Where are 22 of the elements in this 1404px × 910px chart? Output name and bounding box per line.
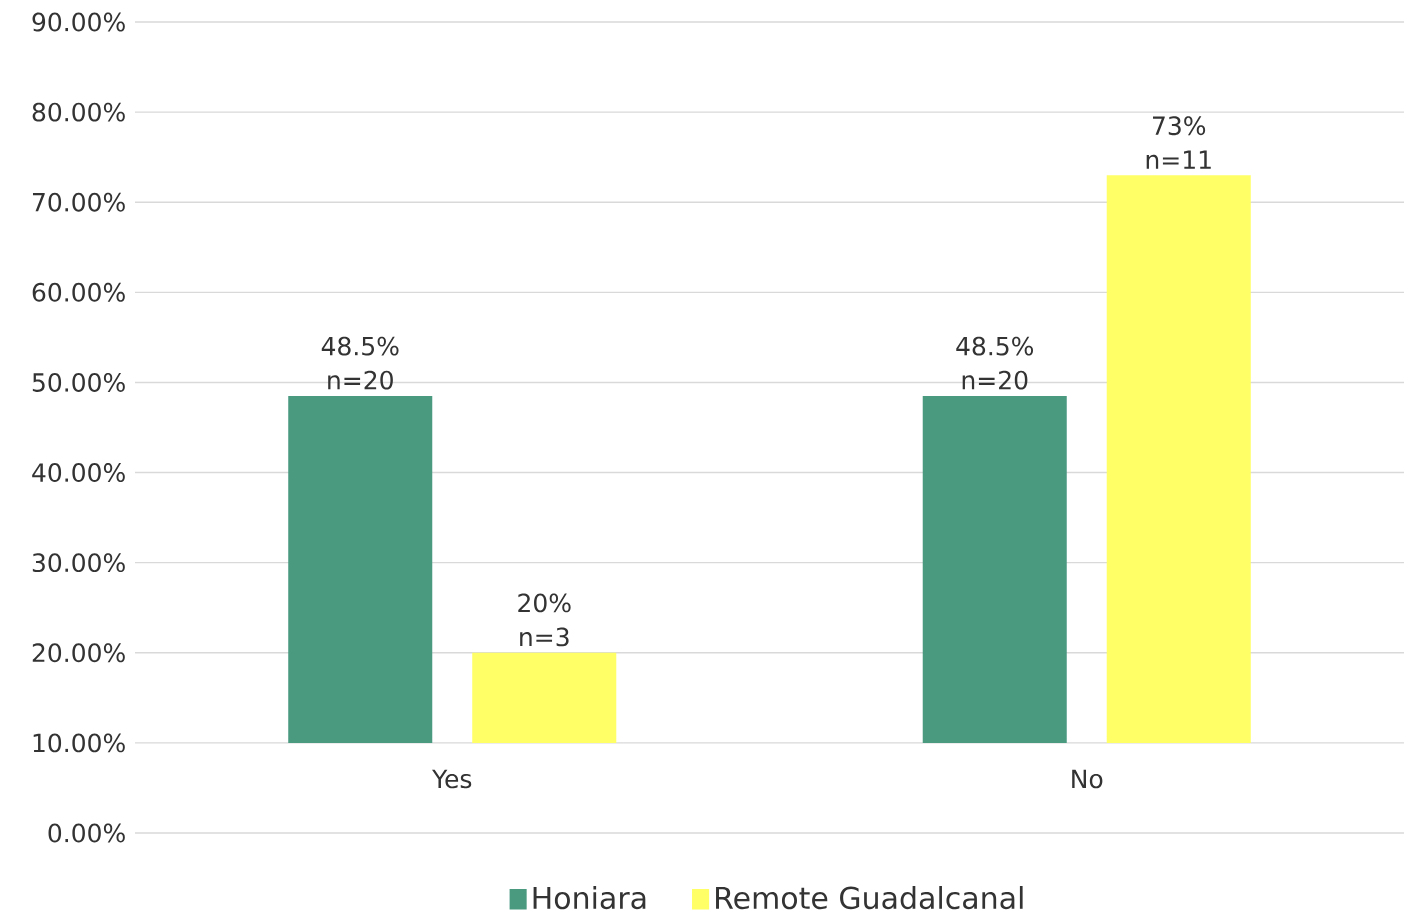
x-tick-label: No — [1072, 769, 1103, 789]
y-tick-label: 60.00% — [32, 282, 125, 302]
y-tick-label: 70.00% — [32, 192, 125, 212]
bar — [922, 395, 1067, 743]
annotation: 48.5% n=20 — [321, 336, 399, 390]
legend-label: Remote Guadalcanal — [716, 886, 1023, 910]
annotation: 73% n=11 — [1146, 116, 1211, 169]
annotation: 20% n=3 — [518, 593, 571, 647]
bar — [472, 652, 617, 743]
y-tick-label: 90.00% — [32, 12, 125, 32]
bar — [1106, 175, 1251, 743]
legend-label: Honiara — [533, 886, 646, 910]
y-tick-label: 30.00% — [32, 553, 125, 573]
bar — [288, 395, 433, 743]
y-tick-label: 80.00% — [32, 102, 125, 122]
y-tick-label: 10.00% — [33, 733, 125, 753]
y-tick-label: 40.00% — [32, 463, 125, 482]
x-tick-label: Yes — [432, 769, 472, 789]
y-tick-label: 20.00% — [32, 643, 125, 663]
y-tick-label: 50.00% — [32, 372, 125, 392]
annotation: 48.5% n=20 — [956, 336, 1034, 390]
y-tick-label: 0.00% — [48, 823, 125, 843]
